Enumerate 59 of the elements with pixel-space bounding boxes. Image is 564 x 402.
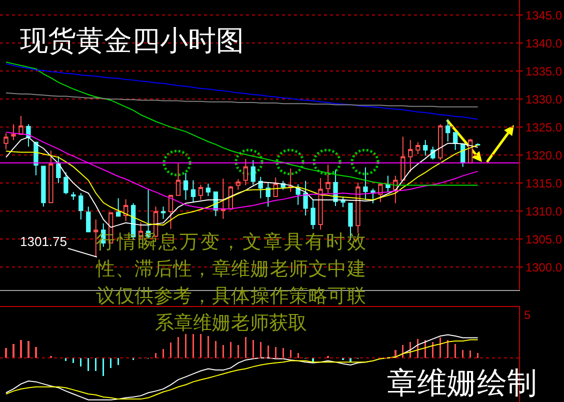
y-tick-label: 1305.0 [525,232,562,246]
y-tick-label: 1340.0 [525,36,562,50]
candlestick [386,175,390,193]
candlestick [288,168,293,193]
candlestick [4,132,8,150]
candlestick [206,183,211,196]
candlestick [78,192,84,220]
candlestick [123,198,128,222]
y-tick-label: 1315.0 [525,176,562,190]
candlestick [446,118,450,142]
candlestick [168,194,174,230]
candlestick [416,142,420,154]
candlestick [310,199,316,230]
candlestick [400,136,406,181]
candlestick [266,182,270,208]
y-tick-label: 1310.0 [525,204,562,218]
candlestick [86,206,91,232]
y-tick-label: 1335.0 [525,64,562,78]
candlestick [71,192,76,200]
candlestick [250,160,256,186]
y-tick-label: 1345.0 [525,8,562,22]
candlestick [408,139,413,172]
candlestick [326,164,330,194]
candlestick [64,172,68,195]
candlestick [116,198,121,217]
candlestick [296,184,300,206]
candlestick [48,150,54,204]
line-series [5,92,478,108]
candlestick [160,206,166,220]
candlestick [258,176,263,199]
candlestick [220,178,226,220]
candlestick [11,124,16,140]
candlestick [303,180,308,216]
candlestick [423,139,428,156]
candlestick [183,172,188,200]
y-tick-label: 1325.0 [525,120,562,134]
candlestick [56,156,61,184]
candlestick [453,132,458,151]
candlestick [18,115,24,135]
candlestick [318,178,323,230]
candlestick [438,124,443,161]
y-tick-label: 1320.0 [525,148,562,162]
candlestick [190,180,196,203]
candlestick [176,162,181,196]
annotation: 1301.75 [20,234,67,249]
line-series [5,62,478,186]
candlestick [243,158,248,186]
line-series [5,63,478,120]
candlestick [198,184,204,200]
candlestick [378,183,383,203]
candlestick [363,166,368,200]
y-tick-label: 1300.0 [525,260,562,274]
candlestick [370,188,376,204]
text: 5 [524,308,531,322]
y-tick-label: 1330.0 [525,92,562,106]
candlestick [236,178,240,190]
candlestick [41,166,46,208]
candlestick [356,182,360,234]
text: 现货黄金四小时图 [20,24,244,57]
